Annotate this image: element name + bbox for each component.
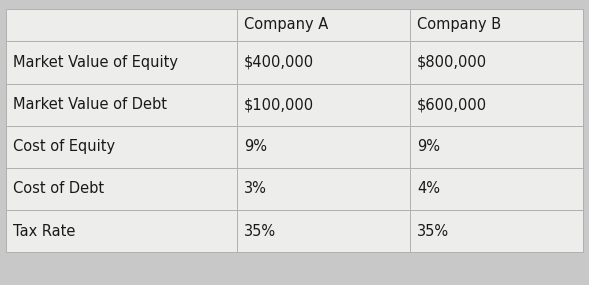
Text: Market Value of Debt: Market Value of Debt [13,97,167,112]
Bar [237,41,410,84]
Text: 9%: 9% [244,139,267,154]
Text: $600,000: $600,000 [417,97,487,112]
Bar [6,168,237,210]
Text: 4%: 4% [417,182,440,196]
Bar [6,9,237,41]
Bar [410,126,583,168]
Text: Company A: Company A [244,17,328,32]
Text: Cost of Debt: Cost of Debt [13,182,104,196]
Text: 35%: 35% [417,224,449,239]
Bar [6,210,237,252]
Bar [6,41,237,84]
Text: 9%: 9% [417,139,440,154]
Text: 3%: 3% [244,182,267,196]
Text: $100,000: $100,000 [244,97,314,112]
Bar [237,168,410,210]
Text: $800,000: $800,000 [417,55,487,70]
Text: Company B: Company B [417,17,501,32]
Bar [410,41,583,84]
Bar [410,9,583,41]
Bar [237,9,410,41]
Bar [410,168,583,210]
Bar [237,210,410,252]
Bar [410,210,583,252]
Text: Tax Rate: Tax Rate [13,224,75,239]
Bar [237,84,410,126]
Bar [410,84,583,126]
Text: Market Value of Equity: Market Value of Equity [13,55,178,70]
Text: $400,000: $400,000 [244,55,314,70]
Bar [6,84,237,126]
Bar [237,126,410,168]
Bar [6,126,237,168]
Text: 35%: 35% [244,224,276,239]
Text: Cost of Equity: Cost of Equity [13,139,115,154]
